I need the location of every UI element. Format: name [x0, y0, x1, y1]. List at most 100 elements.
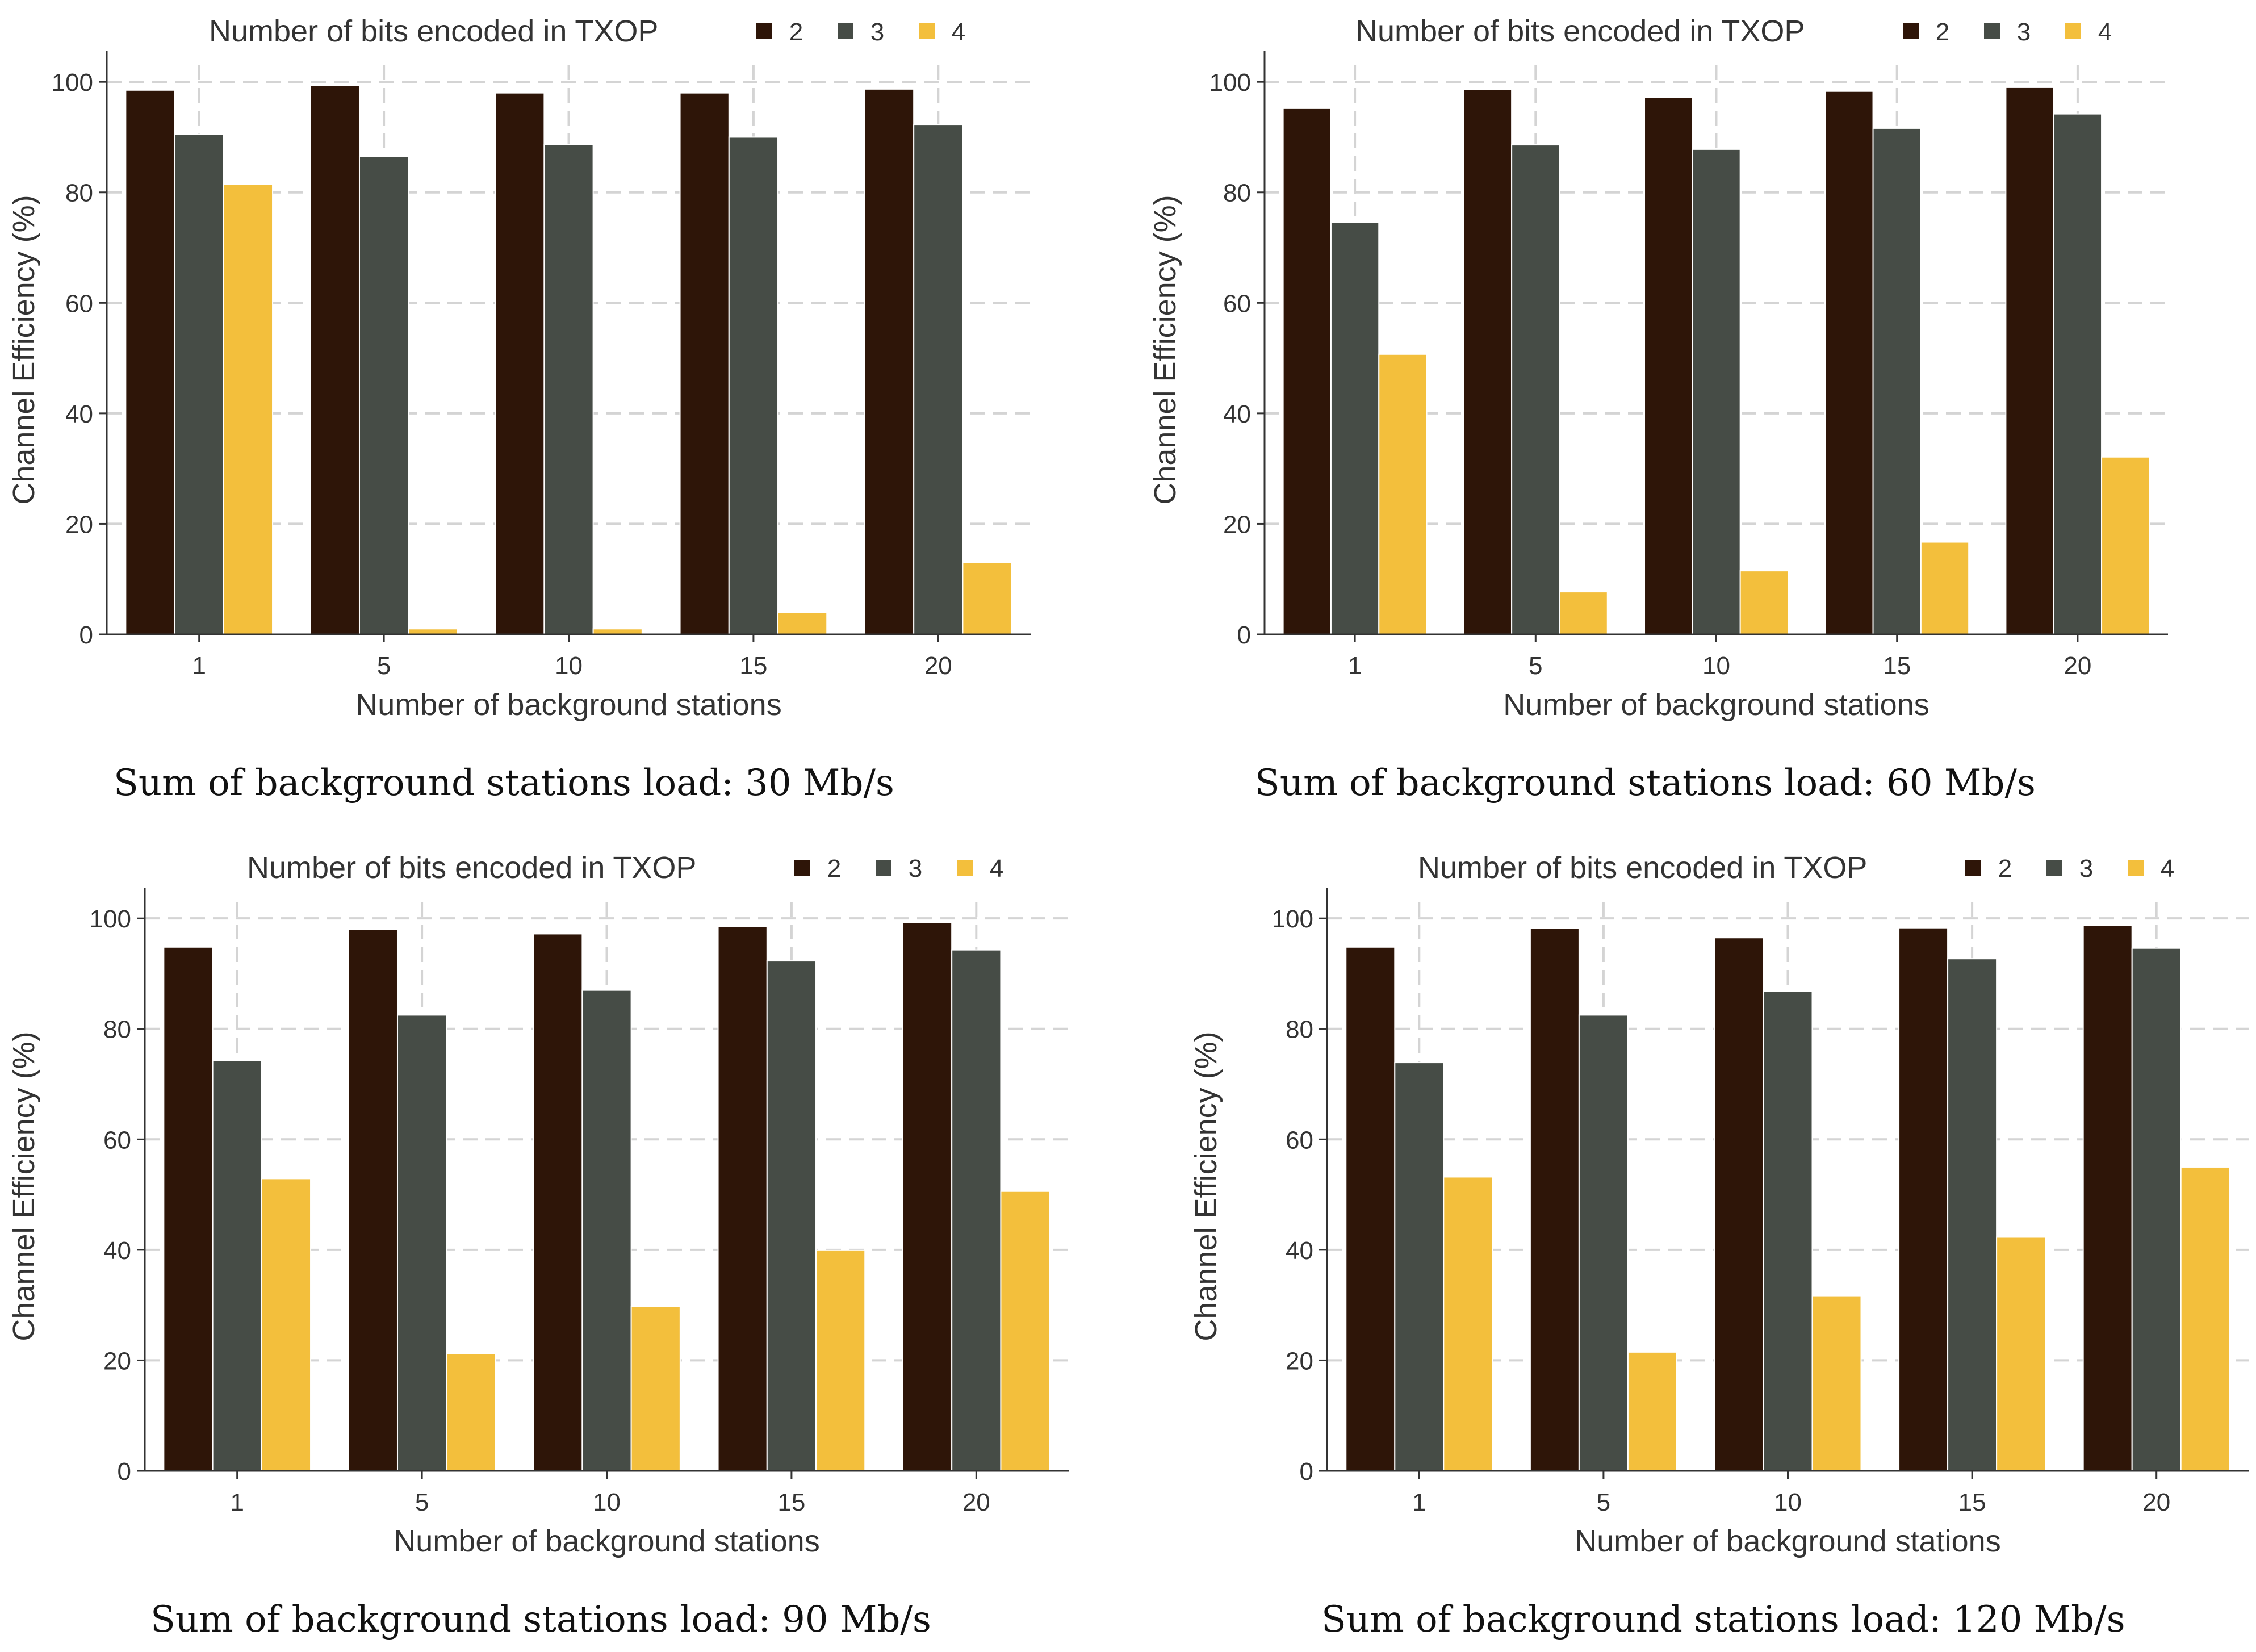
- y-axis-label: Channel Efficiency (%): [7, 1031, 41, 1341]
- bar-series-3-cat-15: [766, 960, 817, 1472]
- bar-series-2-cat-15: [717, 926, 768, 1472]
- legend-swatch-4: [2128, 860, 2144, 876]
- x-tick-label: 20: [2064, 652, 2091, 680]
- legend-swatch-3: [2046, 860, 2062, 876]
- bar-series-2-cat-20: [864, 88, 915, 635]
- y-axis-label: Channel Efficiency (%): [1148, 195, 1182, 504]
- legend-title: Number of bits encoded in TXOP: [247, 851, 696, 885]
- panel-caption: Sum of background stations load: 60 Mb/s: [1255, 762, 2036, 804]
- y-tick-label: 20: [1223, 511, 1251, 538]
- bar-series-3-cat-10: [1692, 148, 1741, 635]
- x-tick-label: 5: [1529, 652, 1542, 680]
- x-tick-label: 5: [1597, 1488, 1610, 1516]
- legend-label-3: 3: [870, 18, 884, 46]
- bar-series-3-cat-20: [951, 949, 1002, 1472]
- bar-series-2-cat-10: [1644, 97, 1693, 635]
- panel-caption: Sum of background stations load: 90 Mb/s: [150, 1599, 931, 1641]
- bar-series-2-cat-5: [348, 929, 398, 1471]
- legend-label-3: 3: [2017, 18, 2031, 46]
- y-tick-label: 0: [1237, 621, 1251, 649]
- x-tick-label: 1: [192, 652, 206, 680]
- y-tick-label: 40: [65, 400, 93, 428]
- bar-series-3-cat-1: [1394, 1062, 1445, 1472]
- y-tick-label: 60: [103, 1126, 131, 1154]
- legend-swatch-2: [1903, 23, 1919, 39]
- bar-series-4-cat-20: [1000, 1190, 1050, 1472]
- x-tick-label: 15: [1883, 652, 1911, 680]
- x-tick-label: 10: [555, 652, 583, 680]
- legend-swatch-2: [756, 23, 772, 39]
- bar-series-3-cat-10: [543, 144, 594, 635]
- legend-label-3: 3: [909, 855, 922, 883]
- legend-swatch-3: [838, 23, 853, 39]
- bar-series-4-cat-15: [1996, 1236, 2046, 1471]
- bar-series-3-cat-10: [1763, 990, 1813, 1471]
- y-tick-label: 0: [118, 1458, 131, 1486]
- bar-series-4-cat-10: [1739, 570, 1789, 635]
- bar-series-3-cat-1: [1330, 221, 1380, 635]
- legend-swatch-2: [794, 860, 810, 876]
- bar-series-2-cat-1: [1345, 946, 1396, 1471]
- bar-series-4-cat-1: [1443, 1176, 1493, 1471]
- y-axis-label: Channel Efficiency (%): [7, 195, 41, 504]
- y-tick-label: 100: [1209, 69, 1251, 97]
- y-tick-label: 40: [103, 1237, 131, 1265]
- legend-title: Number of bits encoded in TXOP: [1355, 14, 1805, 48]
- bar-series-3-cat-1: [174, 133, 224, 635]
- bar-series-4-cat-5: [446, 1353, 496, 1472]
- y-tick-label: 20: [103, 1347, 131, 1375]
- y-tick-label: 20: [1286, 1347, 1313, 1375]
- x-tick-label: 15: [739, 652, 767, 680]
- bar-series-4-cat-1: [223, 183, 274, 635]
- x-tick-label: 20: [924, 652, 952, 680]
- legend-label-4: 4: [2098, 18, 2112, 46]
- bar-series-3-cat-1: [212, 1060, 262, 1471]
- x-tick-label: 10: [1702, 652, 1730, 680]
- x-tick-label: 5: [415, 1488, 429, 1516]
- bar-series-3-cat-5: [396, 1014, 447, 1471]
- bar-series-4-cat-5: [1559, 591, 1608, 635]
- y-tick-label: 0: [1300, 1458, 1313, 1486]
- y-tick-label: 60: [1286, 1126, 1313, 1154]
- bar-series-2-cat-5: [309, 85, 360, 635]
- legend-label-4: 4: [2161, 855, 2174, 883]
- legend-label-2: 2: [1936, 18, 1949, 46]
- bar-series-4-cat-10: [1811, 1295, 1862, 1472]
- legend-swatch-3: [876, 860, 891, 876]
- x-tick-label: 15: [777, 1488, 805, 1516]
- legend-swatch-2: [1965, 860, 1981, 876]
- x-tick-label: 10: [1774, 1488, 1802, 1516]
- x-tick-label: 20: [962, 1488, 990, 1516]
- bar-series-3-cat-20: [2131, 947, 2182, 1472]
- bar-series-4-cat-15: [815, 1249, 866, 1472]
- bar-series-2-cat-10: [533, 933, 583, 1472]
- bar-series-3-cat-5: [1511, 144, 1560, 635]
- x-tick-label: 15: [1958, 1488, 1986, 1516]
- bar-series-2-cat-5: [1463, 89, 1513, 635]
- x-tick-label: 10: [593, 1488, 621, 1516]
- y-tick-label: 80: [65, 179, 93, 207]
- bar-series-4-cat-15: [777, 612, 828, 635]
- bar-series-2-cat-1: [163, 946, 214, 1471]
- y-tick-label: 40: [1286, 1237, 1313, 1265]
- bar-series-4-cat-1: [1378, 353, 1428, 635]
- bar-series-3-cat-5: [1578, 1014, 1629, 1471]
- bar-series-2-cat-1: [1282, 107, 1332, 635]
- y-tick-label: 40: [1223, 400, 1251, 428]
- bar-series-2-cat-1: [125, 89, 175, 635]
- bar-series-3-cat-15: [1872, 127, 1922, 635]
- bar-series-2-cat-15: [679, 92, 730, 635]
- bar-series-4-cat-15: [1920, 541, 1970, 635]
- bar-series-3-cat-15: [728, 136, 779, 635]
- y-tick-label: 100: [1272, 905, 1313, 933]
- bar-series-4-cat-20: [2180, 1166, 2230, 1471]
- legend-swatch-3: [1984, 23, 2000, 39]
- bar-series-4-cat-5: [1627, 1351, 1677, 1472]
- y-tick-label: 80: [1286, 1016, 1313, 1044]
- bar-series-4-cat-20: [2101, 456, 2150, 635]
- bar-series-2-cat-5: [1529, 927, 1580, 1472]
